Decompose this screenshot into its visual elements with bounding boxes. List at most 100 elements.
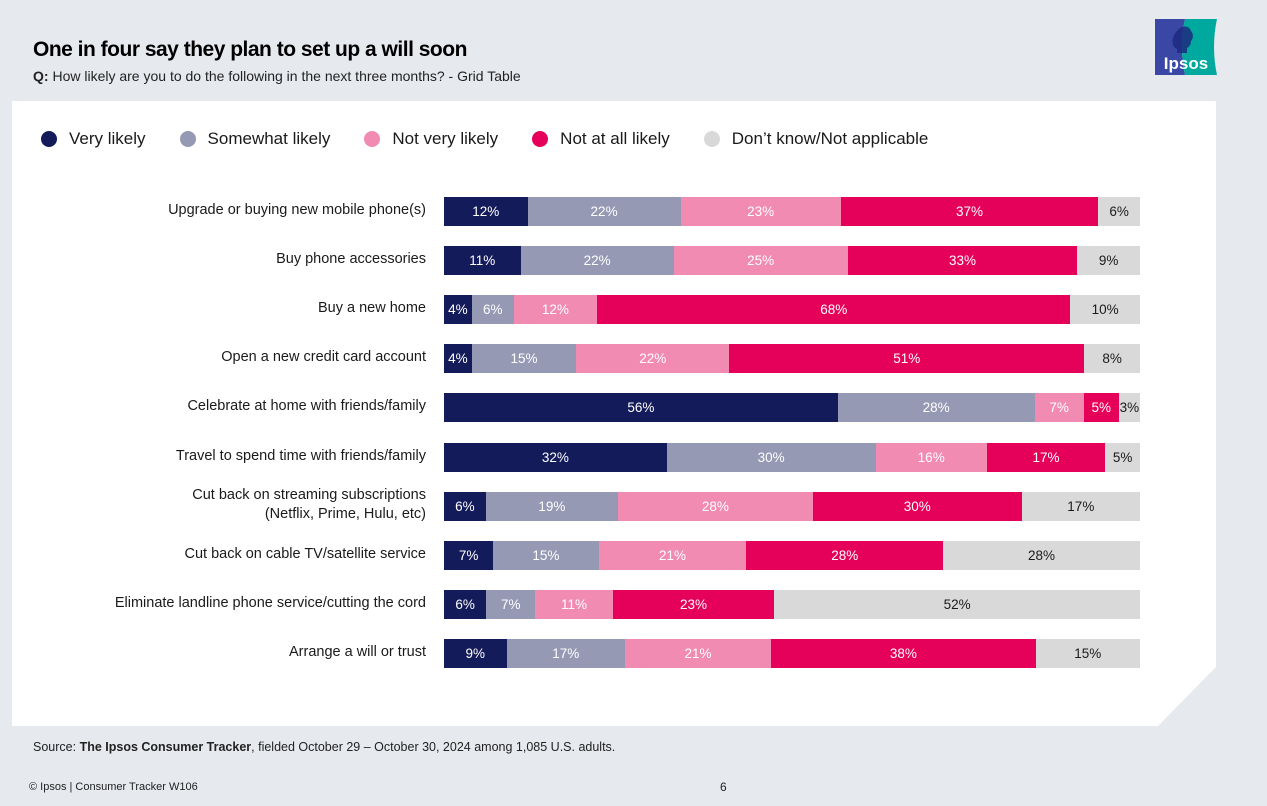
legend-item: Don’t know/Not applicable (703, 129, 928, 149)
legend-label: Not very likely (392, 129, 499, 148)
bar-segment: 16% (875, 442, 987, 472)
data-label: 22% (583, 253, 611, 269)
bar-segment: 28% (617, 491, 813, 521)
bar-row: 12% 22% 23% 37% 6% (444, 197, 1140, 226)
bar-segment: 17% (986, 442, 1106, 472)
bar-segment: 17% (1021, 491, 1140, 521)
data-label: 10% (1091, 302, 1119, 318)
bar-segment: 15% (471, 344, 577, 374)
data-label: 15% (510, 351, 538, 367)
bar-row: 4% 6% 12% 68% 10% (444, 295, 1140, 325)
data-label: 9% (1098, 253, 1119, 269)
category-label: Upgrade or buying new mobile phone(s) (168, 202, 426, 218)
bar-segment: 7% (444, 540, 494, 570)
data-label: 6% (1109, 204, 1129, 219)
bar-segment: 32% (444, 442, 667, 472)
bar-segment: 38% (771, 638, 1036, 668)
data-label: 33% (948, 253, 976, 269)
bar-segment: 6% (1098, 197, 1140, 226)
page-number: 6 (720, 780, 727, 794)
data-label: 19% (538, 498, 566, 514)
logo-head-icon (1172, 26, 1193, 53)
data-label: 30% (903, 498, 931, 514)
bar-segment: 9% (1077, 246, 1140, 276)
data-label: 15% (532, 547, 560, 563)
data-label: 3% (1119, 400, 1140, 416)
bar-segment: 52% (774, 589, 1140, 619)
bar-segment: 68% (597, 295, 1071, 325)
legend-swatch (532, 131, 549, 147)
data-label: 38% (889, 645, 917, 661)
bar-segment: 23% (680, 197, 841, 226)
bar-row: 56% 28% 7% 5% 3% (444, 393, 1140, 423)
bar-segment: 11% (535, 589, 613, 619)
legend-swatch (41, 131, 57, 147)
question-body: How likely are you to do the following i… (48, 68, 521, 84)
data-label: 22% (590, 204, 618, 219)
data-label: 23% (680, 596, 708, 612)
chart-legend: Very likely Somewhat likely Not very likel… (41, 129, 962, 149)
data-label: 6% (455, 498, 475, 514)
slide-title: One in four say they plan to set up a wi… (33, 38, 467, 61)
data-label: 56% (627, 400, 655, 416)
legend-label: Not at all likely (560, 129, 670, 148)
legend-item: Not very likely (364, 129, 498, 149)
data-label: 9% (465, 645, 486, 661)
legend-item: Somewhat likely (179, 129, 331, 149)
data-label: 6% (455, 596, 475, 612)
legend-label: Somewhat likely (207, 129, 331, 148)
category-label: Buy phone accessories (276, 251, 426, 268)
bar-segment: 6% (444, 491, 486, 521)
data-label: 51% (893, 351, 921, 367)
data-label: 22% (639, 351, 667, 367)
data-label: 7% (501, 596, 521, 612)
data-label: 4% (448, 302, 468, 318)
data-label: 28% (831, 547, 859, 563)
bar-segment: 51% (729, 344, 1085, 374)
bar-segment: 4% (444, 344, 472, 374)
bar-segment: 7% (1034, 393, 1084, 423)
category-label: Buy a new home (317, 300, 426, 317)
bar-segment: 4% (444, 295, 472, 325)
question-prefix: Q: (33, 68, 49, 84)
bar-row: 6% 19% 28% 30% 17% (444, 491, 1140, 521)
bar-row: 7% 15% 21% 28% 28% (444, 540, 1140, 570)
bar-row: 11% 22% 25% 33% 9% (444, 246, 1140, 276)
bar-segment: 33% (847, 246, 1078, 276)
bar-segment: 15% (493, 540, 599, 570)
bar-segment: 37% (840, 197, 1099, 226)
data-label: 28% (1028, 547, 1056, 563)
source-detail: , fielded October 29 – October 30, 2024 … (251, 740, 616, 754)
data-label: 21% (684, 645, 712, 661)
category-label: Cut back on cable TV/satellite service (184, 545, 426, 562)
bar-segment: 30% (666, 442, 876, 472)
bar-segment: 9% (444, 638, 507, 668)
source-prefix: Source: (33, 740, 80, 754)
legend-swatch (179, 131, 196, 147)
bar-segment: 10% (1070, 295, 1140, 325)
category-label: Travel to spend time with friends/family (175, 447, 426, 464)
legend-label: Very likely (69, 129, 146, 148)
bar-segment: 8% (1084, 344, 1140, 374)
data-label: 17% (1032, 449, 1060, 465)
question-text: Q: How likely are you to do the followin… (33, 68, 521, 84)
data-label: 17% (552, 645, 580, 661)
bar-segment: 22% (576, 344, 730, 374)
data-label: 15% (1074, 645, 1102, 661)
bar-segment: 12% (513, 295, 598, 325)
bar-segment: 28% (943, 540, 1140, 570)
bar-segment: 5% (1083, 393, 1119, 423)
bar-segment: 17% (506, 638, 625, 668)
data-label: 37% (955, 204, 983, 219)
bar-segment: 11% (444, 246, 521, 276)
bar-segment: 15% (1035, 638, 1140, 668)
bar-segment: 5% (1105, 442, 1140, 472)
legend-swatch (364, 131, 381, 147)
bar-segment: 12% (444, 197, 528, 226)
data-label: 17% (1067, 498, 1095, 514)
data-label: 11% (469, 253, 496, 269)
bar-segment: 19% (485, 491, 618, 521)
data-label: 32% (541, 449, 569, 465)
bar-segment: 21% (624, 638, 772, 668)
legend-item: Not at all likely (532, 129, 670, 149)
